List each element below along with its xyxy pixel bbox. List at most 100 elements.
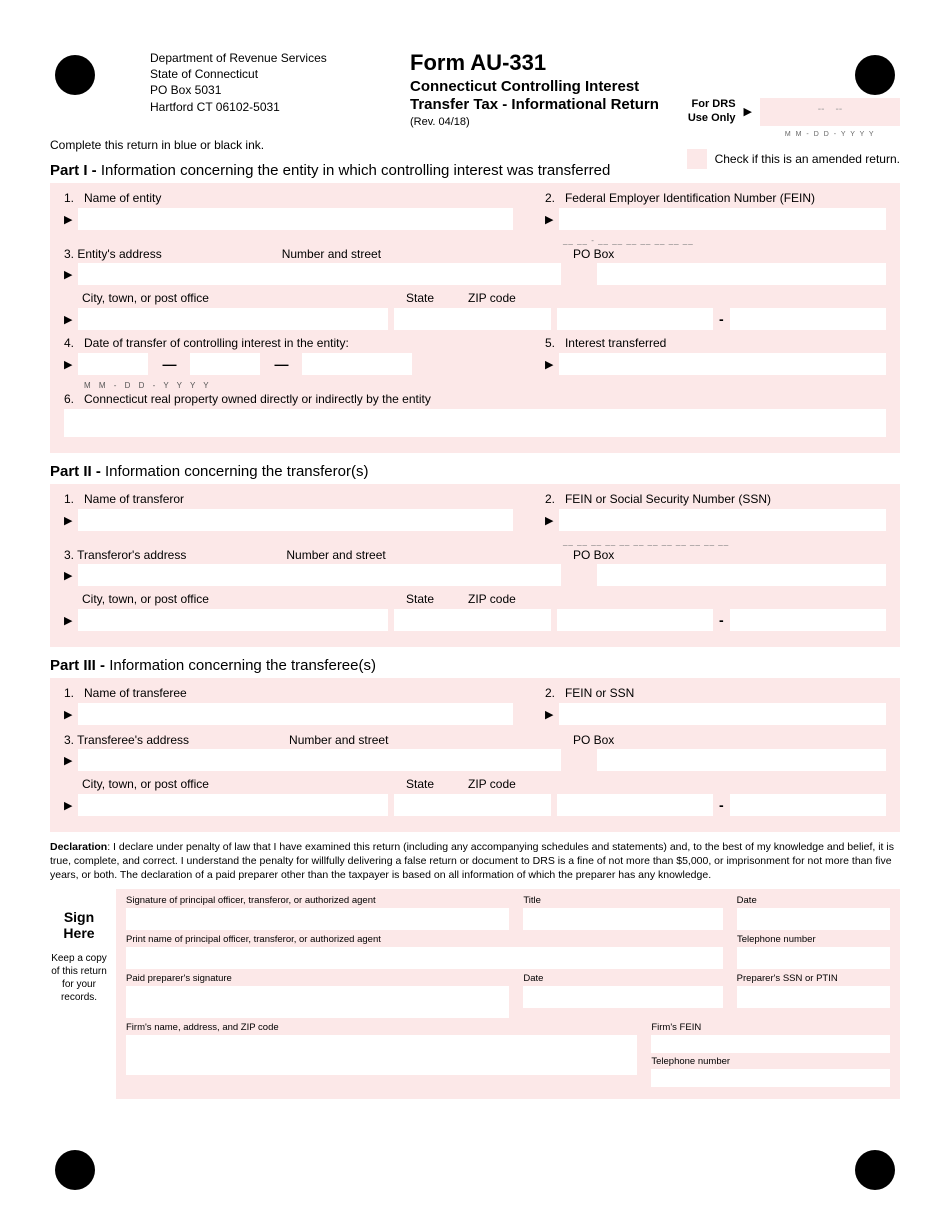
firm-field[interactable]	[126, 1035, 637, 1075]
entity-pobox-field[interactable]	[597, 263, 886, 285]
form-title: Form AU-331	[410, 50, 668, 76]
p1-q3b: Number and street	[282, 247, 381, 261]
dash: -	[719, 612, 724, 628]
amended-checkbox[interactable]	[687, 149, 707, 169]
part3-bold: Part III -	[50, 657, 109, 674]
part2-section: 1.Name of transferor ▶ 2.FEIN or Social …	[50, 484, 900, 647]
declaration-bold: Declaration	[50, 841, 107, 853]
p1-q3: Entity's address	[77, 247, 161, 261]
form-subtitle: Connecticut Controlling Interest Transfe…	[410, 78, 668, 114]
firm-telephone-field[interactable]	[651, 1069, 890, 1087]
interest-transferred-field[interactable]	[559, 353, 886, 375]
transferee-zip1-field[interactable]	[557, 794, 713, 816]
form-title-block: Form AU-331 Connecticut Controlling Inte…	[410, 50, 668, 128]
arrow-icon: ▶	[64, 799, 72, 812]
p1-q6: Connecticut real property owned directly…	[84, 392, 431, 406]
zip-label: ZIP code	[468, 592, 516, 606]
transferor-city-field[interactable]	[78, 609, 388, 631]
firm-fein-field[interactable]	[651, 1035, 890, 1053]
part1-section: 1.Name of entity ▶ 2.Federal Employer Id…	[50, 183, 900, 453]
part1-header: Part I - Information concerning the enti…	[50, 162, 687, 179]
arrow-icon: ▶	[64, 514, 72, 527]
entity-zip1-field[interactable]	[557, 308, 713, 330]
sign-block: Sign Here Keep a copy of this return for…	[50, 889, 900, 1099]
entity-city-field[interactable]	[78, 308, 388, 330]
registration-dot-bl	[55, 1150, 95, 1190]
sig-officer-field[interactable]	[126, 908, 509, 930]
amended-label: Check if this is an amended return.	[715, 152, 900, 166]
p3-q3b: Number and street	[289, 733, 388, 747]
telephone-field[interactable]	[737, 947, 890, 969]
drs-label: Use Only	[688, 112, 736, 125]
sign-left: Sign Here Keep a copy of this return for…	[50, 889, 108, 1099]
transferor-zip2-field[interactable]	[730, 609, 886, 631]
p1-q4: Date of transfer of controlling interest…	[84, 336, 349, 350]
firm-label: Firm's name, address, and ZIP code	[126, 1022, 637, 1033]
sign-here-label: Sign Here	[50, 909, 108, 943]
state-label: State	[406, 291, 454, 305]
p3-q3: Transferee's address	[77, 733, 189, 747]
entity-zip2-field[interactable]	[730, 308, 886, 330]
arrow-icon: ▶	[744, 105, 752, 118]
amended-check-row: Check if this is an amended return.	[687, 149, 900, 169]
declaration-text: : I declare under penalty of law that I …	[50, 841, 894, 881]
title-field[interactable]	[523, 908, 722, 930]
zip-label: ZIP code	[468, 291, 516, 305]
transfer-date-dd[interactable]	[190, 353, 260, 375]
preparer-date-field[interactable]	[523, 986, 722, 1008]
transferee-name-field[interactable]	[78, 703, 512, 725]
arrow-icon: ▶	[64, 569, 72, 582]
form-page: Department of Revenue Services State of …	[0, 0, 950, 1139]
state-label: State	[406, 777, 454, 791]
zip-label: ZIP code	[468, 777, 516, 791]
date-hint: M M - D D - Y Y Y Y	[64, 381, 513, 390]
fein-field[interactable]	[559, 208, 886, 230]
transferee-zip2-field[interactable]	[730, 794, 886, 816]
p2-q1: Name of transferor	[84, 492, 184, 506]
real-property-field[interactable]	[64, 409, 886, 437]
arrow-icon: ▶	[64, 213, 72, 226]
state-label: State	[406, 592, 454, 606]
p2-q3c: PO Box	[545, 548, 886, 562]
transferee-street-field[interactable]	[78, 749, 560, 771]
transferor-state-field[interactable]	[394, 609, 550, 631]
dash: -	[719, 797, 724, 813]
transferee-pobox-field[interactable]	[597, 749, 886, 771]
dept-line: Hartford CT 06102-5031	[150, 99, 390, 115]
preparer-date-label: Date	[523, 973, 722, 984]
title-label: Title	[523, 895, 722, 906]
transferee-fein-field[interactable]	[559, 703, 886, 725]
sig-officer-label: Signature of principal officer, transfer…	[126, 895, 509, 906]
transferor-street-field[interactable]	[78, 564, 560, 586]
transferee-state-field[interactable]	[394, 794, 550, 816]
entity-street-field[interactable]	[78, 263, 560, 285]
drs-use-only: For DRS Use Only ▶ -- -- M M - D D - Y Y…	[688, 95, 900, 128]
dept-line: State of Connecticut	[150, 66, 390, 82]
transferor-name-field[interactable]	[78, 509, 512, 531]
print-name-field[interactable]	[126, 947, 723, 969]
transferor-zip1-field[interactable]	[557, 609, 713, 631]
drs-date-field[interactable]: -- -- M M - D D - Y Y Y Y	[760, 98, 900, 126]
p2-q2: FEIN or Social Security Number (SSN)	[565, 492, 771, 506]
form-revision: (Rev. 04/18)	[410, 116, 668, 128]
arrow-icon: ▶	[545, 708, 553, 721]
p1-q2: Federal Employer Identification Number (…	[565, 191, 815, 205]
part1-bold: Part I -	[50, 162, 101, 179]
sig-date-field[interactable]	[737, 908, 890, 930]
preparer-sig-field[interactable]	[126, 986, 509, 1018]
part2-rest: Information concerning the transferor(s)	[105, 463, 368, 480]
transferor-fein-field[interactable]	[559, 509, 886, 531]
transfer-date-mm[interactable]	[78, 353, 148, 375]
header: Department of Revenue Services State of …	[50, 50, 900, 128]
transferor-pobox-field[interactable]	[597, 564, 886, 586]
drs-label: For DRS	[688, 98, 736, 111]
p3-q3c: PO Box	[545, 733, 886, 747]
entity-state-field[interactable]	[394, 308, 550, 330]
entity-name-field[interactable]	[78, 208, 512, 230]
transfer-date-yyyy[interactable]	[302, 353, 412, 375]
preparer-ssn-field[interactable]	[737, 986, 890, 1008]
dept-line: PO Box 5031	[150, 82, 390, 98]
transferee-city-field[interactable]	[78, 794, 388, 816]
p2-q3: Transferor's address	[77, 548, 186, 562]
firm-fein-label: Firm's FEIN	[651, 1022, 890, 1033]
